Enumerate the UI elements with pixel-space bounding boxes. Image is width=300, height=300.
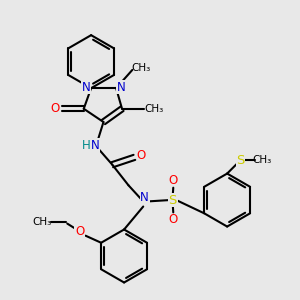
Text: N: N: [81, 81, 90, 94]
Text: S: S: [169, 194, 177, 207]
Text: CH₃: CH₃: [33, 217, 52, 227]
Text: N: N: [140, 190, 149, 204]
Text: CH₃: CH₃: [131, 63, 151, 74]
Text: O: O: [169, 174, 178, 187]
Text: O: O: [169, 213, 178, 226]
Text: CH₃: CH₃: [253, 155, 272, 165]
Text: S: S: [236, 154, 244, 167]
Text: O: O: [75, 225, 84, 238]
Text: N: N: [117, 81, 126, 94]
Text: H: H: [81, 139, 90, 152]
Text: O: O: [51, 102, 60, 115]
Text: CH₃: CH₃: [145, 104, 164, 114]
Text: O: O: [136, 149, 146, 162]
Text: N: N: [91, 139, 100, 152]
